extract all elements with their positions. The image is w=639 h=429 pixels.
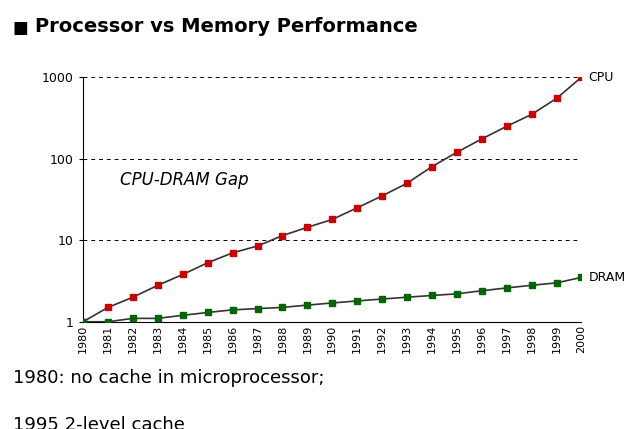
Text: 1980: no cache in microprocessor;: 1980: no cache in microprocessor; [13, 369, 324, 387]
Text: CPU-DRAM Gap: CPU-DRAM Gap [121, 171, 249, 189]
Text: CPU: CPU [589, 71, 614, 84]
Text: Processor vs Memory Performance: Processor vs Memory Performance [35, 17, 418, 36]
Text: DRAM: DRAM [589, 271, 626, 284]
Text: ■: ■ [13, 19, 29, 37]
Text: 1995 2-level cache: 1995 2-level cache [13, 416, 185, 429]
